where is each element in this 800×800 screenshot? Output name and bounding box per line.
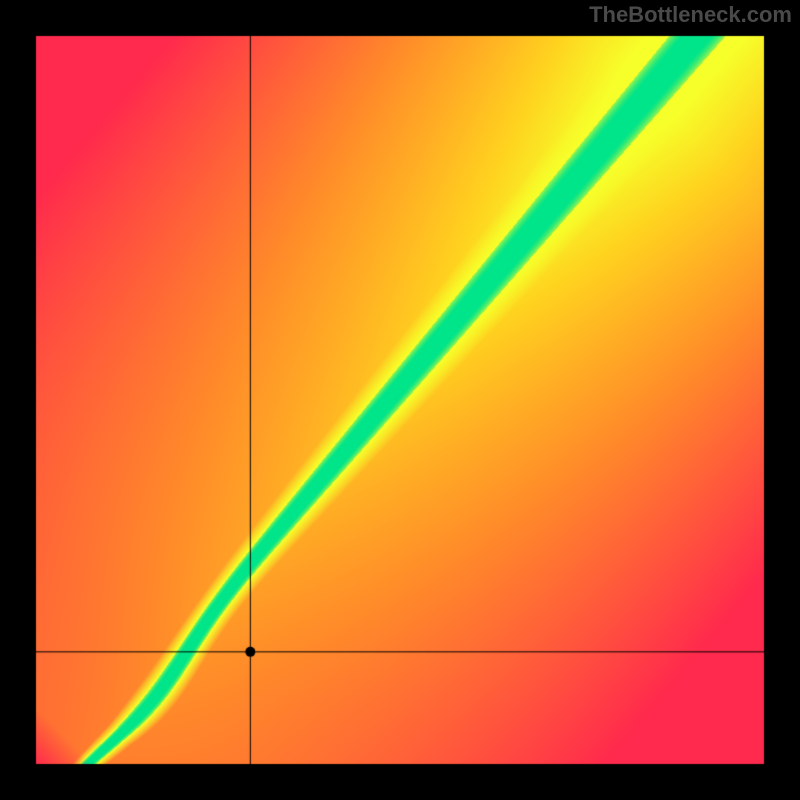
attribution-label: TheBottleneck.com (589, 2, 792, 28)
chart-frame: TheBottleneck.com (0, 0, 800, 800)
heatmap-canvas (0, 0, 800, 800)
